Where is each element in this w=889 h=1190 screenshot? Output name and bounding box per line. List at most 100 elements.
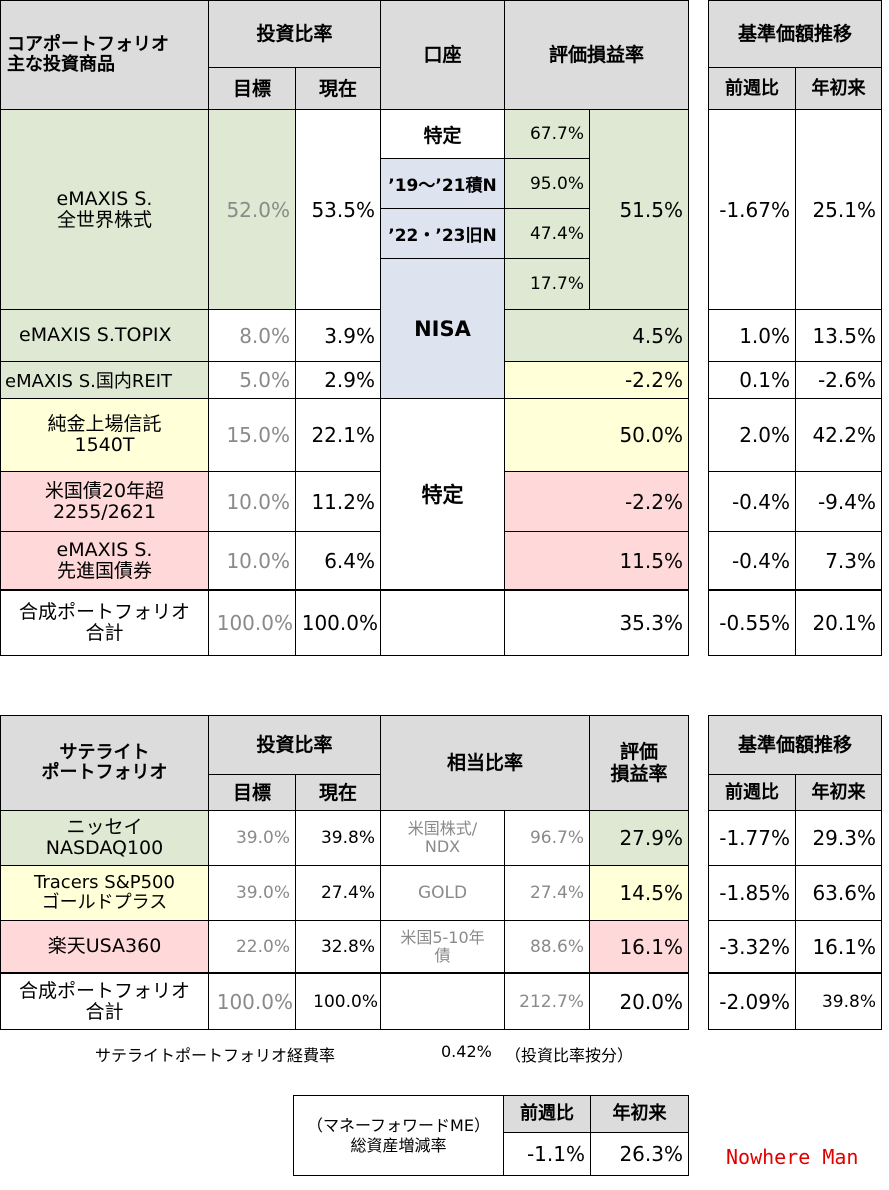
- summary-ytd-header: 年初来: [590, 1095, 689, 1133]
- gold-target: 15.0%: [208, 398, 296, 472]
- tracers-name: Tracers S&P500 ゴールドプラス: [0, 865, 209, 921]
- sat-total-week: -2.09%: [708, 972, 796, 1030]
- world-stock-name: eMAXIS S. 全世界株式: [0, 109, 209, 310]
- core-total-account: [380, 589, 505, 656]
- treasury-current: 11.2%: [295, 471, 381, 532]
- core-total-ytd: 20.1%: [795, 589, 882, 656]
- reit-ytd: -2.6%: [795, 361, 882, 399]
- reit-week: 0.1%: [708, 361, 796, 399]
- nasdaq-ytd: 29.3%: [795, 810, 882, 866]
- nasdaq-current: 39.8%: [295, 810, 381, 866]
- core-title-header: コアポートフォリオ 主な投資商品: [0, 0, 209, 110]
- topix-ytd: 13.5%: [795, 309, 882, 362]
- dev-bond-gain: 11.5%: [504, 531, 689, 590]
- world-gain-old-nisa: 47.4%: [504, 208, 590, 259]
- tracers-ytd: 63.6%: [795, 865, 882, 921]
- nasdaq-name: ニッセイ NASDAQ100: [0, 810, 209, 866]
- expense-note: （投資比率按分）: [505, 1046, 634, 1065]
- reit-name: eMAXIS S.国内REIT: [0, 361, 209, 399]
- topix-current: 3.9%: [295, 309, 381, 362]
- dev-bond-current: 6.4%: [295, 531, 381, 590]
- core-week-header: 前週比: [708, 67, 796, 110]
- reit-target: 5.0%: [208, 361, 296, 399]
- sat-total-equiv-label: [380, 972, 505, 1030]
- tracers-target: 39.0%: [208, 865, 296, 921]
- core-ratio-header: 投資比率: [208, 0, 381, 68]
- core-account-header: 口座: [380, 0, 505, 110]
- expense-label: サテライトポートフォリオ経費率: [95, 1046, 336, 1065]
- dev-bond-week: -0.4%: [708, 531, 796, 590]
- core-gain-header: 評価損益率: [504, 0, 689, 110]
- treasury-week: -0.4%: [708, 471, 796, 532]
- sat-nav-header: 基準価額推移: [708, 715, 882, 775]
- gold-ytd: 42.2%: [795, 398, 882, 472]
- usa360-current: 32.8%: [295, 920, 381, 973]
- usa360-equiv-label: 米国5-10年 債: [380, 920, 505, 973]
- core-total-week: -0.55%: [708, 589, 796, 656]
- core-target-header: 目標: [208, 67, 296, 110]
- core-nav-header: 基準価額推移: [708, 0, 882, 68]
- world-stock-current: 53.5%: [295, 109, 381, 310]
- sat-equiv-header: 相当比率: [380, 715, 590, 811]
- world-gain-tsumitate: 95.0%: [504, 158, 590, 209]
- tokutei-account: 特定: [380, 398, 505, 590]
- reit-current: 2.9%: [295, 361, 381, 399]
- sat-total-ytd: 39.8%: [795, 972, 882, 1030]
- nisa-account: NISA: [380, 258, 505, 399]
- world-gain-nisa: 17.7%: [504, 258, 590, 310]
- sat-week-header: 前週比: [708, 774, 796, 811]
- sat-target-header: 目標: [208, 774, 296, 811]
- treasury-name: 米国債20年超 2255/2621: [0, 471, 209, 532]
- sat-title-header: サテライト ポートフォリオ: [0, 715, 209, 811]
- brand-signature: Nowhere Man: [726, 1145, 859, 1169]
- sat-total-gain: 20.0%: [589, 972, 689, 1030]
- sat-total-current: 100.0%: [295, 972, 381, 1030]
- sat-ratio-header: 投資比率: [208, 715, 381, 775]
- nasdaq-target: 39.0%: [208, 810, 296, 866]
- usa360-ytd: 16.1%: [795, 920, 882, 973]
- usa360-week: -3.32%: [708, 920, 796, 973]
- sat-total-target: 100.0%: [208, 972, 296, 1030]
- summary-label: （マネーフォワードME） 総資産増減率: [293, 1095, 504, 1176]
- dev-bond-target: 10.0%: [208, 531, 296, 590]
- sat-current-header: 現在: [295, 774, 381, 811]
- world-week: -1.67%: [708, 109, 796, 310]
- tracers-current: 27.4%: [295, 865, 381, 921]
- core-ytd-header: 年初来: [795, 67, 882, 110]
- usa360-target: 22.0%: [208, 920, 296, 973]
- world-gain-total: 51.5%: [589, 109, 689, 310]
- core-total-gain: 35.3%: [504, 589, 689, 656]
- nasdaq-equiv-label: 米国株式/ NDX: [380, 810, 505, 866]
- usa360-equiv: 88.6%: [504, 920, 590, 973]
- sat-total-equiv: 212.7%: [504, 972, 590, 1030]
- core-total-target: 100.0%: [208, 589, 296, 656]
- treasury-target: 10.0%: [208, 471, 296, 532]
- gold-name: 純金上場信託 1540T: [0, 398, 209, 472]
- topix-week: 1.0%: [708, 309, 796, 362]
- usa360-gain: 16.1%: [589, 920, 689, 973]
- summary-week-header: 前週比: [503, 1095, 591, 1133]
- expense-value: 0.42%: [441, 1042, 492, 1061]
- topix-name: eMAXIS S.TOPIX: [0, 309, 209, 362]
- dev-bond-ytd: 7.3%: [795, 531, 882, 590]
- tracers-gain: 14.5%: [589, 865, 689, 921]
- reit-gain: -2.2%: [504, 361, 689, 399]
- tracers-week: -1.85%: [708, 865, 796, 921]
- usa360-name: 楽天USA360: [0, 920, 209, 973]
- nasdaq-equiv: 96.7%: [504, 810, 590, 866]
- gold-current: 22.1%: [295, 398, 381, 472]
- world-account-old-nisa: ’22・’23旧N: [380, 208, 505, 259]
- core-current-header: 現在: [295, 67, 381, 110]
- summary-ytd: 26.3%: [590, 1132, 689, 1176]
- gold-gain: 50.0%: [504, 398, 689, 472]
- tracers-equiv-label: GOLD: [380, 865, 505, 921]
- treasury-gain: -2.2%: [504, 471, 689, 532]
- sat-total-name: 合成ポートフォリオ 合計: [0, 972, 209, 1030]
- topix-target: 8.0%: [208, 309, 296, 362]
- world-gain-tokutei: 67.7%: [504, 109, 590, 159]
- world-stock-target: 52.0%: [208, 109, 296, 310]
- treasury-ytd: -9.4%: [795, 471, 882, 532]
- world-ytd: 25.1%: [795, 109, 882, 310]
- world-account-tokutei: 特定: [380, 109, 505, 159]
- core-total-name: 合成ポートフォリオ 合計: [0, 589, 209, 656]
